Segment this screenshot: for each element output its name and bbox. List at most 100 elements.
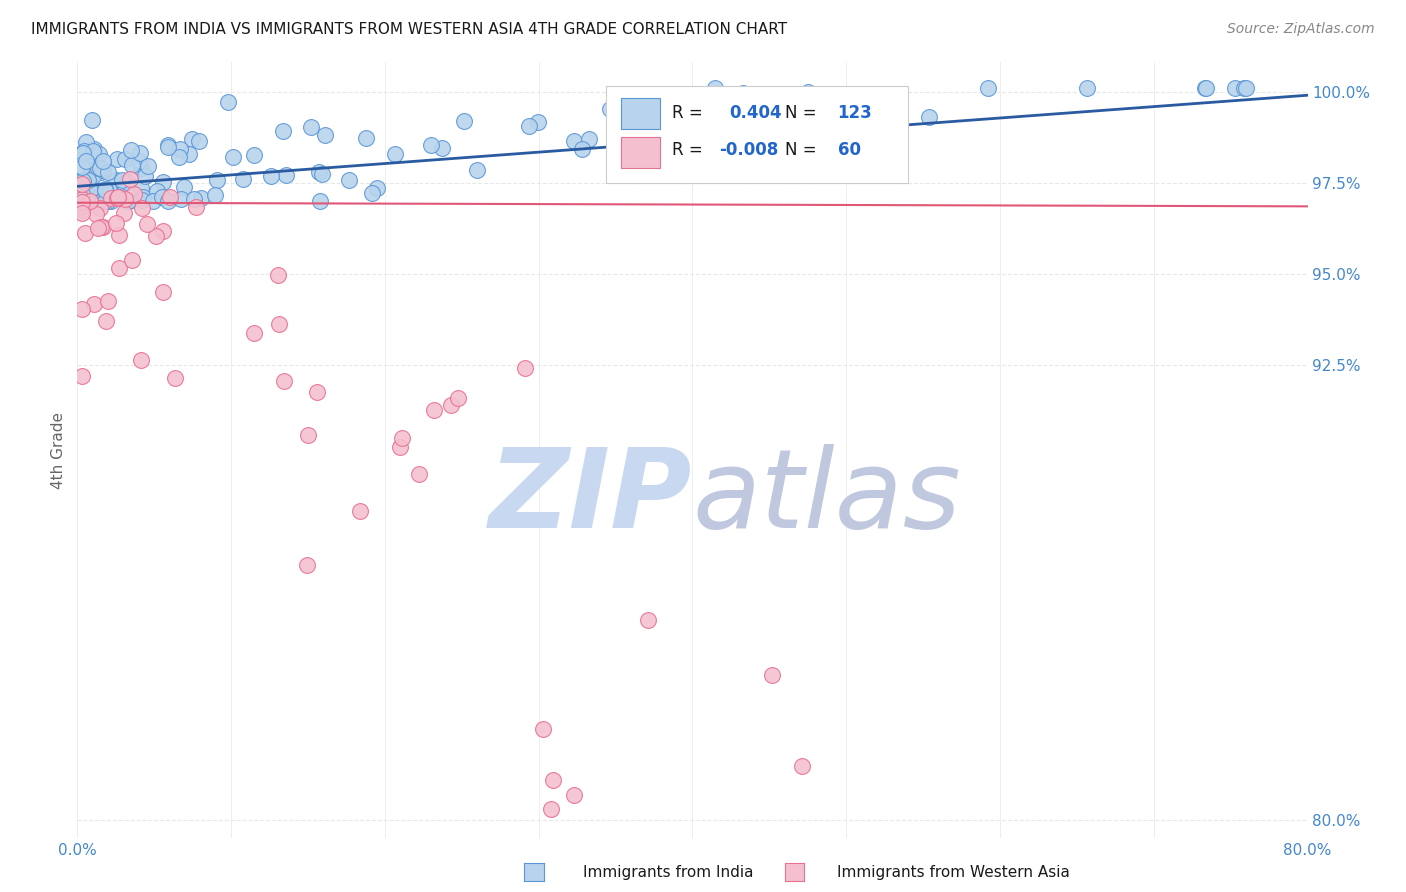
Point (562, 134, 585, 148)
Point (527, 115, 550, 129)
Point (90, 220, 112, 235)
Text: 0.404: 0.404 (730, 103, 782, 122)
Point (232, 172, 254, 186)
Point (70, 206, 93, 220)
FancyBboxPatch shape (621, 137, 661, 168)
Point (129, 161, 152, 176)
Point (640, 131, 662, 145)
Point (761, 667, 783, 681)
Point (146, 184, 169, 198)
Point (75, 135, 97, 149)
Point (204, 187, 226, 202)
Point (94, 314, 117, 328)
Point (173, 179, 195, 194)
Point (70, 187, 93, 202)
Point (706, 140, 728, 154)
Point (531, 722, 554, 736)
Point (105, 216, 128, 230)
Point (100, 194, 122, 208)
Point (217, 95, 239, 109)
Point (152, 285, 174, 300)
Point (169, 143, 191, 157)
Text: atlas: atlas (693, 443, 962, 550)
Point (70, 189, 93, 203)
Point (97, 165, 120, 179)
Point (70, 194, 93, 208)
Point (638, 147, 661, 161)
Point (297, 428, 319, 442)
Point (260, 169, 283, 184)
Point (339, 173, 361, 187)
Point (97, 293, 120, 308)
Point (159, 189, 181, 203)
Point (83, 142, 105, 156)
Point (1234, 81, 1257, 95)
Point (361, 186, 384, 200)
Point (91, 194, 114, 208)
Point (129, 180, 152, 194)
Point (366, 180, 388, 194)
Point (307, 384, 329, 399)
Point (70, 194, 93, 208)
Point (918, 111, 941, 125)
Point (121, 158, 143, 172)
FancyBboxPatch shape (606, 86, 908, 183)
Point (242, 148, 264, 162)
Point (571, 143, 593, 157)
Text: R =: R = (672, 141, 707, 159)
Point (420, 138, 443, 153)
Point (87, 220, 110, 235)
Point (134, 169, 156, 183)
Point (1194, 81, 1216, 95)
Text: 60: 60 (838, 141, 860, 159)
Point (179, 146, 201, 161)
Point (703, 81, 725, 95)
Point (430, 141, 453, 155)
Point (122, 186, 145, 201)
Point (311, 167, 333, 181)
Point (299, 120, 322, 135)
Point (76, 178, 98, 193)
Point (97, 183, 120, 197)
Point (90, 188, 112, 202)
Point (205, 173, 228, 187)
Point (156, 194, 179, 208)
Point (108, 190, 131, 204)
Point (72, 146, 94, 161)
Point (314, 128, 336, 143)
Point (541, 773, 564, 788)
Point (91, 194, 114, 208)
Point (77, 169, 100, 184)
Point (82, 144, 104, 158)
Point (977, 81, 1000, 95)
Y-axis label: 4th Grade: 4th Grade (51, 412, 66, 489)
Point (150, 190, 173, 204)
Point (243, 326, 266, 341)
Text: N =: N = (785, 103, 821, 122)
Point (131, 193, 153, 207)
Point (80, 182, 103, 196)
Point (108, 261, 131, 276)
Point (70, 199, 93, 213)
Point (180, 132, 202, 146)
Point (465, 163, 488, 178)
Point (82, 169, 104, 183)
Point (131, 352, 153, 367)
Point (711, 114, 734, 128)
Point (188, 134, 211, 148)
Point (453, 114, 475, 128)
Point (391, 431, 413, 445)
Point (117, 194, 139, 208)
Point (83, 297, 105, 311)
Point (354, 131, 377, 145)
Point (72, 203, 94, 218)
Point (637, 613, 659, 627)
Text: -0.008: -0.008 (720, 141, 779, 159)
Point (517, 119, 540, 133)
Point (80, 194, 103, 208)
Point (114, 192, 136, 206)
Point (105, 190, 128, 204)
Text: ZIP: ZIP (489, 443, 693, 550)
Point (121, 143, 143, 157)
Point (132, 189, 155, 203)
